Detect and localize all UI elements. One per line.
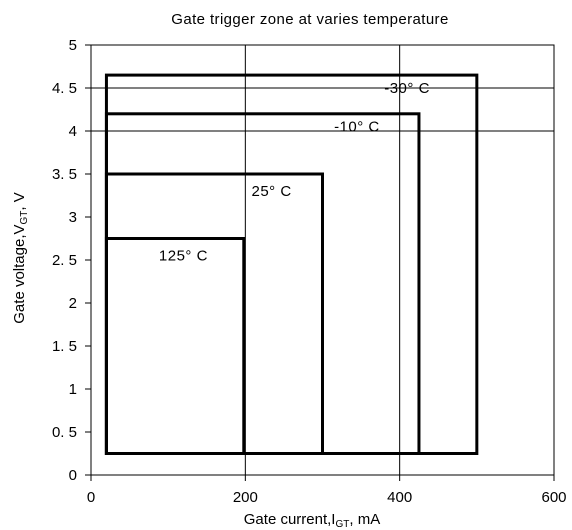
x-tick-label: 400 xyxy=(387,489,412,506)
y-axis-title: Gate voltage,VGT, V xyxy=(11,192,30,323)
y-axis-ticks: 0 0. 5 1 1. 5 2 2. 5 3 3. 5 4 4. 5 5 xyxy=(52,37,91,484)
y-tick-label: 0. 5 xyxy=(52,424,77,441)
y-axis-title-subscript: GT xyxy=(19,211,30,225)
y-tick-label: 2. 5 xyxy=(52,252,77,269)
x-axis-title-subscript: GT xyxy=(335,519,349,530)
zone-label: -10° C xyxy=(334,119,380,136)
y-tick-label: 0 xyxy=(69,467,77,484)
chart-title: Gate trigger zone at varies temperature xyxy=(171,11,448,28)
y-tick-label: 5 xyxy=(69,37,77,54)
zone-boundary xyxy=(104,237,246,455)
y-tick-label: 2 xyxy=(69,295,77,312)
y-tick-label: 3. 5 xyxy=(52,166,77,183)
zone-label: 125° C xyxy=(159,248,208,265)
y-axis-title-main: Gate voltage,V xyxy=(11,225,28,324)
plot-frame xyxy=(90,44,555,476)
y-tick-label: 1 xyxy=(69,381,77,398)
x-axis-title-main: Gate current,I xyxy=(244,511,336,528)
y-tick-label: 1. 5 xyxy=(52,338,77,355)
x-tick-label: 600 xyxy=(541,489,566,506)
y-tick-label: 4 xyxy=(69,123,77,140)
x-axis-title-unit: , mA xyxy=(349,511,380,528)
x-axis-title: Gate current,IGT, mA xyxy=(244,511,380,530)
x-tick-label: 0 xyxy=(87,489,95,506)
x-axis-ticks: 0 200 400 600 xyxy=(87,475,567,506)
zone-label: -30° C xyxy=(384,80,430,97)
zone-3: 125° C xyxy=(104,237,246,455)
y-axis-title-unit: , V xyxy=(11,192,28,210)
y-tick-label: 3 xyxy=(69,209,77,226)
x-tick-label: 200 xyxy=(233,489,258,506)
y-tick-label: 4. 5 xyxy=(52,80,77,97)
zone-label: 25° C xyxy=(252,183,292,200)
trigger-zones: -30° C -10° C 25° C 125° C xyxy=(104,73,479,456)
